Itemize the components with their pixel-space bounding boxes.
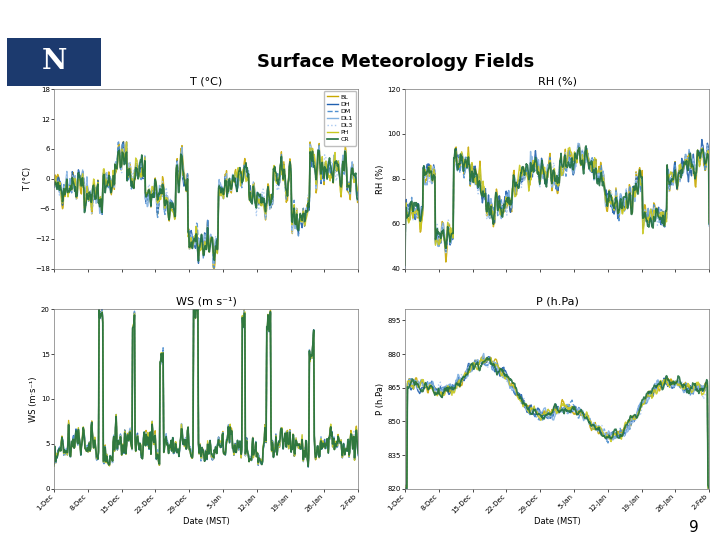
Y-axis label: P (h.Pa): P (h.Pa) (376, 383, 384, 415)
Text: T (°C): T (°C) (190, 76, 222, 86)
Y-axis label: WS (m·s⁻¹): WS (m·s⁻¹) (29, 376, 38, 422)
FancyBboxPatch shape (7, 38, 101, 86)
Text: P (h.Pa): P (h.Pa) (536, 296, 579, 306)
Text: RH (%): RH (%) (538, 76, 577, 86)
Y-axis label: RH (%): RH (%) (376, 164, 384, 193)
X-axis label: Date (MST): Date (MST) (534, 517, 580, 526)
Legend: BL, DH, DM, DL1, DL3, PH, CR: BL, DH, DM, DL1, DL3, PH, CR (324, 91, 356, 146)
Text: WS (m s⁻¹): WS (m s⁻¹) (176, 296, 237, 306)
Text: 9: 9 (688, 519, 698, 535)
Text: Surface Meteorology Fields: Surface Meteorology Fields (257, 53, 535, 71)
Text: N: N (41, 48, 67, 75)
Y-axis label: T (°C): T (°C) (23, 167, 32, 191)
X-axis label: Date (MST): Date (MST) (183, 517, 230, 526)
